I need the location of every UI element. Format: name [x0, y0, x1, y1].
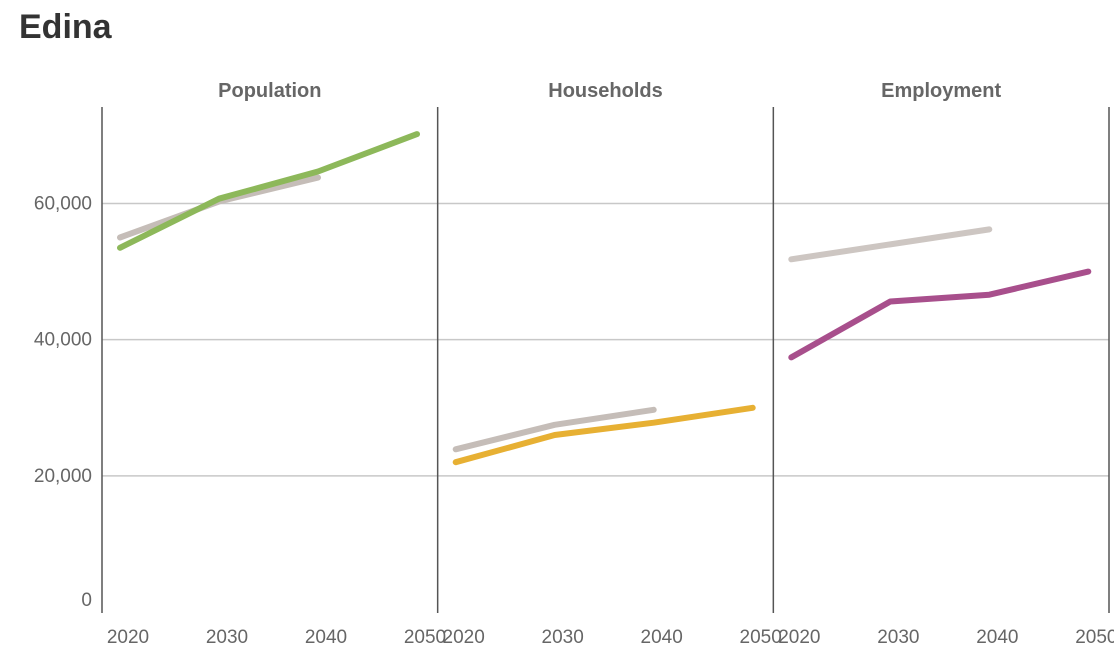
panel-title-population: Population	[218, 80, 321, 102]
chart-title: Edina	[19, 8, 112, 46]
series-line-population-0	[117, 174, 321, 241]
x-tick-label: 2020	[443, 627, 485, 648]
series-line-households-0	[452, 406, 657, 453]
x-tick-label: 2030	[542, 627, 584, 648]
y-tick-label: 0	[81, 590, 92, 611]
labels-group: 0 20,000 40,000 60,000 Population 2020 2030 204…	[34, 80, 1114, 648]
x-tick-label: 2030	[206, 627, 248, 648]
y-tick-label: 20,000	[34, 466, 92, 487]
series-line-employment-0	[788, 226, 993, 263]
y-tick-label: 40,000	[34, 330, 92, 351]
series-group	[117, 131, 1092, 466]
series-line-households-1	[452, 404, 756, 466]
x-tick-label: 2050	[1075, 627, 1114, 648]
x-tick-label: 2050	[404, 627, 446, 648]
grid	[102, 202, 1109, 477]
panel-title-households: Households	[548, 80, 662, 102]
y-tick-label: 60,000	[34, 194, 92, 215]
x-tick-label: 2020	[107, 627, 149, 648]
panel-title-employment: Employment	[881, 80, 1001, 102]
series-line-population-1	[117, 131, 420, 251]
x-tick-label: 2040	[305, 627, 347, 648]
panel-dividers	[101, 107, 1110, 613]
x-tick-label: 2040	[976, 627, 1018, 648]
series-line-employment-1	[788, 268, 1092, 361]
x-tick-label: 2020	[778, 627, 820, 648]
x-tick-label: 2030	[877, 627, 919, 648]
x-tick-label: 2050	[740, 627, 782, 648]
x-tick-label: 2040	[641, 627, 683, 648]
